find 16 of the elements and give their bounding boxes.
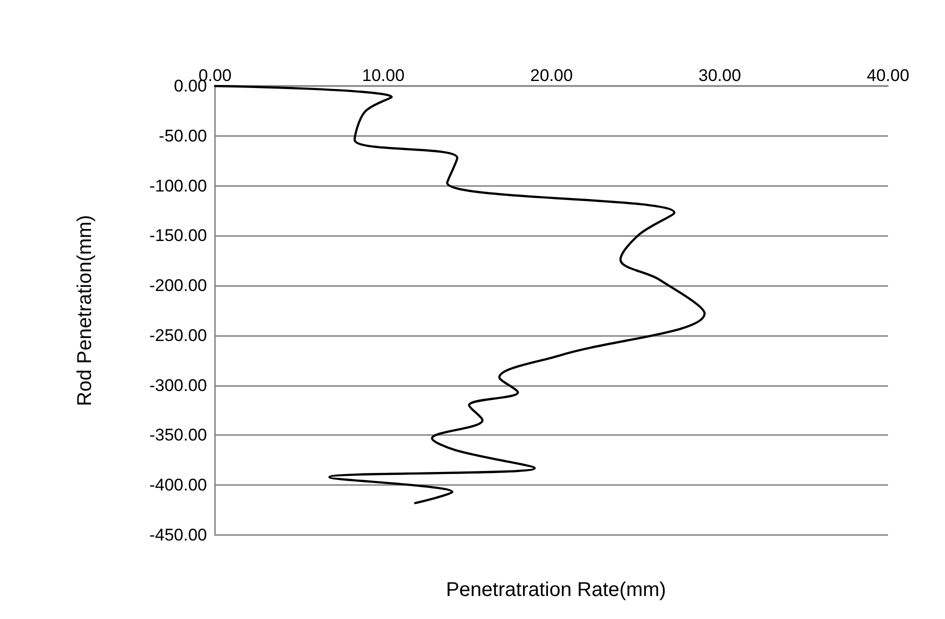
y-tick-label: -300.00	[149, 376, 207, 395]
y-tick-label: -150.00	[149, 226, 207, 246]
y-tick-label: -350.00	[149, 426, 207, 445]
x-tick-label: 30.00	[698, 66, 742, 85]
y-tick-label: -50.00	[158, 126, 207, 146]
x-tick-label: 40.00	[866, 66, 910, 85]
x-tick-label: 10.00	[362, 66, 405, 85]
y-tick-label: -100.00	[149, 176, 207, 196]
y-tick-label: -400.00	[149, 476, 207, 495]
line-series	[214, 84, 706, 504]
y-axis-title: Rod Penetration(mm)	[74, 214, 96, 406]
y-tick-label: -250.00	[149, 326, 207, 345]
y-tick-label: -200.00	[149, 276, 207, 296]
y-tick-label: -450.00	[149, 526, 207, 544]
x-axis-title: Penetratration Rate(mm)	[446, 579, 666, 601]
x-tick-label: 20.00	[530, 66, 573, 85]
